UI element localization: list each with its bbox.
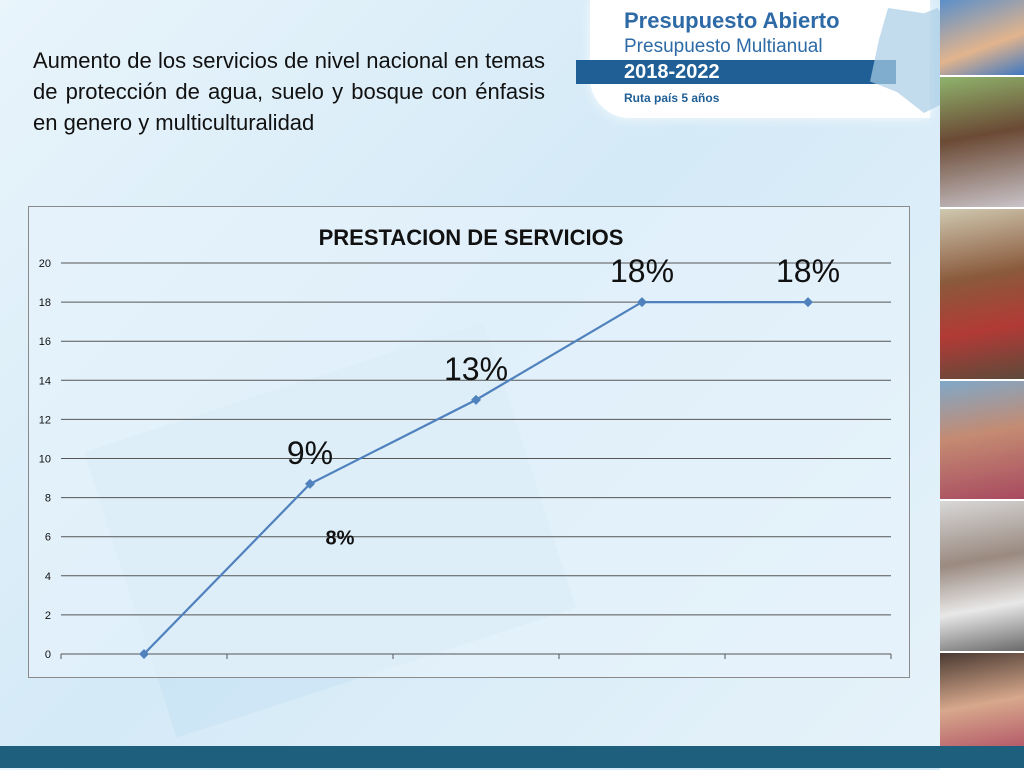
slide-description: Aumento de los servicios de nivel nacion… xyxy=(33,48,545,135)
chart-canvas: PRESTACION DE SERVICIOS 0 2 4 6 8 10 12 14 16 18 20… xyxy=(39,225,892,661)
chart: PRESTACION DE SERVICIOS 0 2 4 6 8 10 12 14 16 18 20… xyxy=(28,206,910,678)
banner-background xyxy=(590,0,930,118)
y-tick-label: 14 xyxy=(39,375,51,387)
banner-years-bar xyxy=(576,60,896,84)
photo-classroom xyxy=(940,501,1024,653)
banner-route: Ruta país 5 años xyxy=(624,91,720,105)
data-label: 13% xyxy=(444,351,508,387)
chart-title: PRESTACION DE SERVICIOS xyxy=(319,225,624,250)
banner-years: 2018-2022 xyxy=(624,61,720,83)
y-tick-label: 18 xyxy=(39,297,51,309)
photo-man xyxy=(940,209,1024,381)
y-tick-label: 10 xyxy=(39,454,51,466)
photo-child-1 xyxy=(940,0,1024,77)
photo-strip xyxy=(940,0,1024,770)
banner-subtitle: Presupuesto Multianual xyxy=(624,36,823,57)
chart-annotation: 8% xyxy=(326,528,355,550)
photo-children xyxy=(940,381,1024,501)
data-point xyxy=(139,649,149,659)
y-tick-label: 20 xyxy=(39,258,51,270)
y-tick-label: 12 xyxy=(39,414,51,426)
y-tick-label: 16 xyxy=(39,336,51,348)
data-point xyxy=(637,297,647,308)
data-label: 18% xyxy=(776,253,840,289)
y-tick-label: 4 xyxy=(45,571,51,583)
footer-bar xyxy=(0,746,1024,768)
banner-title: Presupuesto Abierto xyxy=(624,8,840,33)
y-tick-label: 6 xyxy=(45,532,51,544)
photo-child-2 xyxy=(940,77,1024,209)
data-point xyxy=(803,297,813,308)
data-point xyxy=(305,478,315,489)
data-label: 18% xyxy=(610,253,674,289)
y-tick-label: 8 xyxy=(45,493,51,505)
y-tick-label: 2 xyxy=(45,610,51,622)
data-label: 9% xyxy=(287,435,333,471)
banner: Presupuesto Abierto Presupuesto Multianu… xyxy=(560,0,960,118)
y-tick-label: 0 xyxy=(45,649,51,661)
data-point xyxy=(471,394,481,405)
